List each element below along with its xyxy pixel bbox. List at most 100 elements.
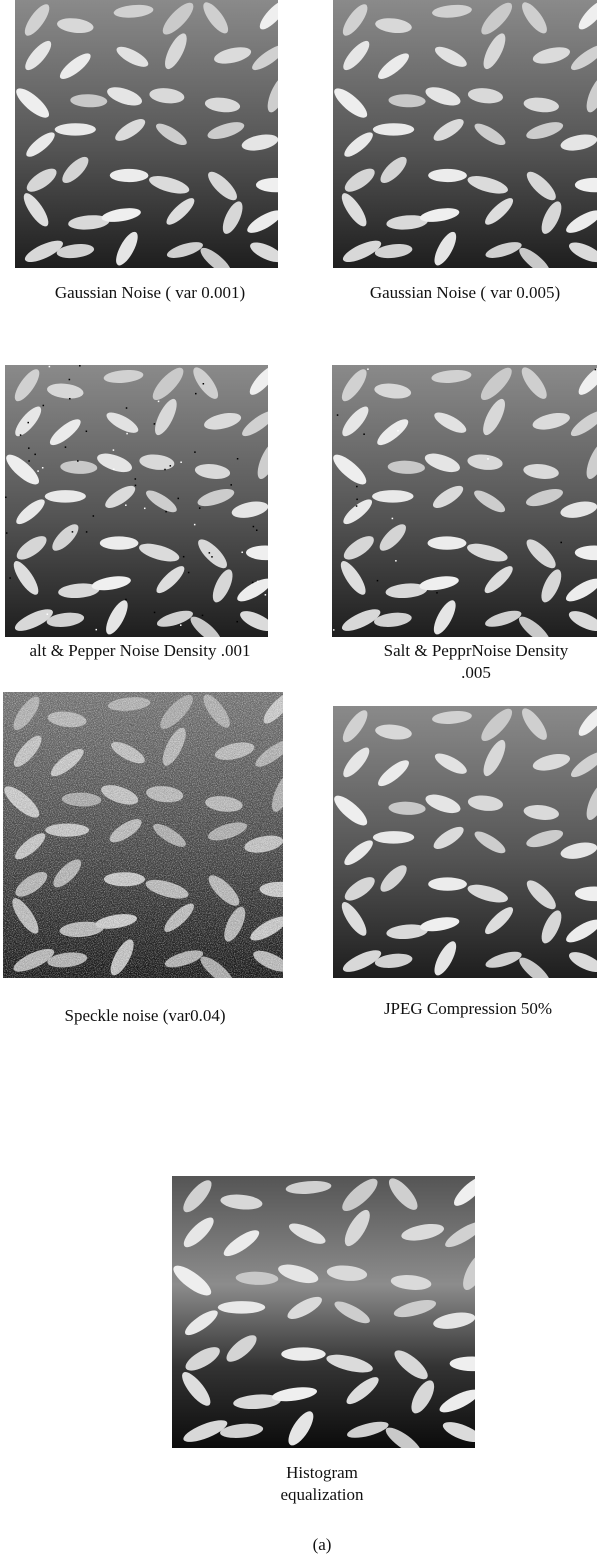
noise-dot xyxy=(356,499,358,501)
noise-dot xyxy=(253,526,255,528)
noise-dot xyxy=(37,470,39,472)
figure-label: (a) xyxy=(313,1535,332,1554)
noise-dot xyxy=(257,581,259,583)
noise-dot xyxy=(203,383,205,385)
image-content xyxy=(0,689,302,989)
noise-dot xyxy=(595,369,597,371)
image-content xyxy=(2,362,286,648)
noise-dot xyxy=(241,552,243,554)
image-content xyxy=(12,0,296,278)
noise-dot xyxy=(9,577,11,579)
noise-dot xyxy=(211,556,213,558)
noise-dot xyxy=(177,498,179,500)
noise-dot xyxy=(6,532,8,534)
image-content xyxy=(169,1173,496,1459)
noise-dot xyxy=(256,529,258,531)
noise-dot xyxy=(5,497,7,499)
noise-dot xyxy=(180,461,182,463)
noise-dot xyxy=(20,434,22,436)
noise-dot xyxy=(96,629,98,631)
noise-dot xyxy=(154,423,156,425)
image-content xyxy=(329,362,600,648)
noise-dot xyxy=(93,515,95,517)
noise-dot xyxy=(199,507,201,509)
noise-dot xyxy=(158,401,160,403)
noise-dot xyxy=(28,447,30,449)
noise-dot xyxy=(202,615,204,617)
caption: .005 xyxy=(461,663,491,682)
noise-dot xyxy=(113,449,115,451)
noise-dot xyxy=(356,486,358,488)
noise-dot xyxy=(397,430,399,432)
noisy-image xyxy=(330,0,600,278)
noise-dot xyxy=(337,414,339,416)
noise-dot xyxy=(43,405,45,407)
caption: equalization xyxy=(280,1485,364,1504)
noise-dot xyxy=(28,460,30,462)
noise-dot xyxy=(72,531,74,533)
noise-dot xyxy=(170,465,172,467)
noise-dot xyxy=(165,511,167,513)
noise-dot xyxy=(252,582,254,584)
noise-dot xyxy=(154,612,156,614)
noisy-image xyxy=(330,703,600,989)
noise-dot xyxy=(27,422,29,424)
noise-dot xyxy=(34,454,36,456)
noise-dot xyxy=(560,542,562,544)
noise-dot xyxy=(135,478,137,480)
noisy-image xyxy=(2,362,286,648)
noise-dot xyxy=(42,467,44,469)
noise-dot xyxy=(125,599,127,601)
noisy-image xyxy=(329,362,600,648)
noise-dot xyxy=(363,433,365,435)
noise-dot xyxy=(180,624,182,626)
noise-dot xyxy=(79,365,81,367)
noise-dot xyxy=(265,594,267,596)
noise-dot xyxy=(194,451,196,453)
noise-dot xyxy=(436,592,438,594)
noise-dot xyxy=(333,629,335,631)
image-content xyxy=(330,703,600,989)
noise-dot xyxy=(125,504,127,506)
noise-dot xyxy=(126,433,128,435)
noise-dot xyxy=(392,518,394,520)
noise-dot xyxy=(86,431,88,433)
noise-dot xyxy=(164,469,166,471)
noise-dot xyxy=(65,446,67,448)
noisy-image xyxy=(0,689,302,989)
image-content xyxy=(330,0,600,278)
noise-dot xyxy=(236,621,238,623)
noise-dot xyxy=(113,469,115,471)
noise-dot xyxy=(69,379,71,381)
noise-dot xyxy=(69,398,71,400)
noise-dot xyxy=(356,505,358,507)
caption: Speckle noise (var0.04) xyxy=(65,1006,226,1025)
noise-dot xyxy=(237,458,239,460)
noisy-image xyxy=(12,0,296,278)
noise-dot xyxy=(77,460,79,462)
noise-dot xyxy=(367,368,369,370)
noise-dot xyxy=(86,531,88,533)
caption: JPEG Compression 50% xyxy=(384,999,552,1018)
caption: Salt & PepprNoise Density xyxy=(384,641,569,660)
noise-dot xyxy=(188,572,190,574)
noisy-image xyxy=(169,1173,496,1459)
noise-dot xyxy=(47,613,49,615)
caption: Gaussian Noise ( var 0.001) xyxy=(55,283,245,302)
caption: alt & Pepper Noise Density .001 xyxy=(30,641,251,660)
noise-dot xyxy=(135,485,137,487)
noise-dot xyxy=(377,580,379,582)
figure: Gaussian Noise ( var 0.001) Gaussian Nois… xyxy=(0,0,600,1560)
noise-dot xyxy=(126,407,128,409)
noise-dot xyxy=(194,524,196,526)
noise-dot xyxy=(487,458,489,460)
noise-dot xyxy=(230,484,232,486)
noise-dot xyxy=(209,552,211,554)
noise-dot xyxy=(49,366,51,368)
noise-dot xyxy=(395,560,397,562)
caption: Gaussian Noise ( var 0.005) xyxy=(370,283,560,302)
noise-dot xyxy=(195,393,197,395)
noise-dot xyxy=(144,508,146,510)
noise-dot xyxy=(183,556,185,558)
caption: Histogram xyxy=(286,1463,358,1482)
